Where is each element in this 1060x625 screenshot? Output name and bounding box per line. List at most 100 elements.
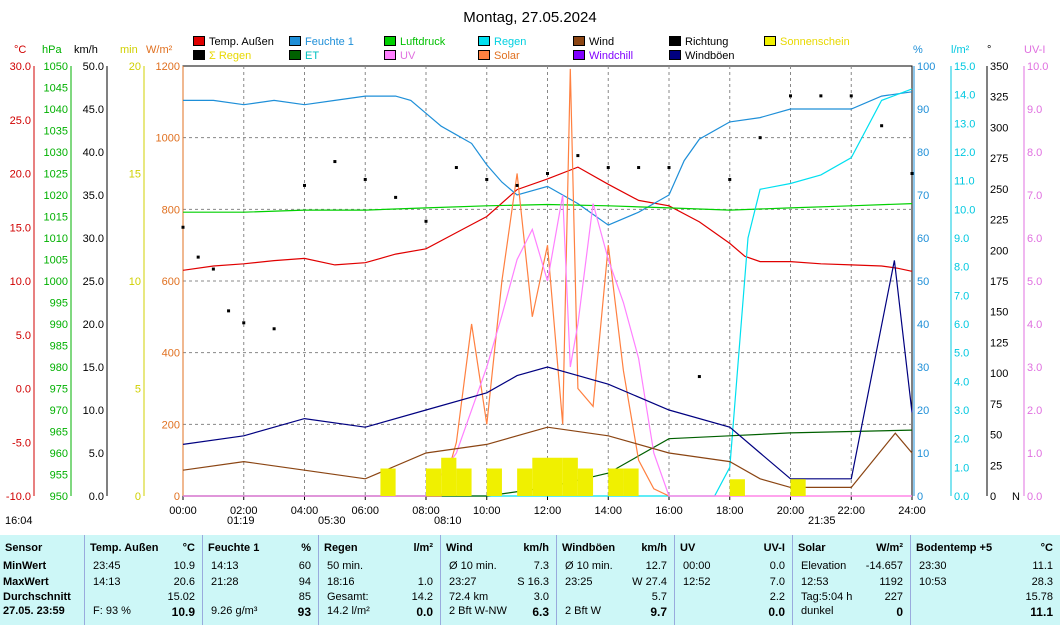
y-tick-label: 40.0: [83, 147, 104, 159]
y-tick-label: 13.0: [954, 118, 975, 130]
axis-unit-label: UV-I: [1024, 44, 1046, 56]
chart-axes: 00:00 02:00 04:00 06:00 08:00 10:00 12:00 14:00…: [6, 61, 1049, 517]
axis-unit-label: km/h: [74, 44, 98, 56]
data-point: [181, 225, 185, 229]
legend-swatch: [384, 50, 396, 60]
sunshine-bar: [456, 468, 472, 496]
summary-cell-label: 12:52: [683, 576, 711, 588]
summary-header: UV: [680, 542, 696, 554]
sunrise-time: 01:19: [227, 515, 255, 527]
legend-swatch: [478, 36, 490, 46]
y-tick-label: 70: [917, 190, 929, 202]
data-point: [849, 94, 853, 98]
y-tick-label: 1.0: [954, 462, 969, 474]
series-regen: [183, 88, 913, 497]
y-tick-label: 25.0: [10, 115, 31, 127]
data-point: [576, 154, 580, 158]
data-point: [363, 177, 367, 181]
y-tick-label: 0.0: [89, 491, 104, 503]
legend-swatch: [764, 36, 776, 46]
y-tick-label: 1035: [44, 126, 68, 138]
chart-title: Montag, 27.05.2024: [463, 9, 597, 26]
y-tick-label: 0.0: [1027, 491, 1042, 503]
series-wind: [182, 426, 913, 488]
series-temp-au-en: [182, 166, 913, 272]
y-tick-label: 5.0: [954, 348, 969, 360]
y-tick-label: 90: [917, 104, 929, 116]
legend-label: Regen: [494, 36, 527, 48]
data-point: [303, 183, 306, 187]
summary-cell-value: 0.0: [768, 605, 785, 619]
legend-label: Luftdruck: [400, 36, 446, 48]
data-point: [758, 136, 762, 140]
y-tick-label: 2.0: [1027, 405, 1042, 417]
data-point: [880, 124, 884, 128]
legend-label: ET: [305, 50, 320, 62]
legend-label: Sonnenschein: [780, 36, 850, 48]
y-tick-label: 3.0: [1027, 362, 1042, 374]
summary-cell-value: 93: [297, 605, 311, 619]
y-tick-label: 995: [50, 298, 68, 310]
legend-label: UV: [400, 50, 416, 62]
legend-item: ET: [289, 50, 319, 62]
summary-cell-value: 5.7: [651, 591, 667, 603]
summary-header: Solar: [798, 542, 826, 554]
y-tick-label: 5.0: [89, 448, 104, 460]
data-point: [394, 195, 398, 199]
x-tick-label: 16:00: [655, 505, 683, 517]
summary-header: Sensor: [5, 542, 43, 554]
series-line: [183, 68, 912, 497]
summary-header: Feuchte 1: [208, 542, 260, 554]
y-tick-label: 9.0: [954, 233, 969, 245]
y-tick-label: 10.0: [83, 405, 104, 417]
series-sonnenschein: [380, 457, 806, 496]
y-tick-label: 60: [917, 233, 929, 245]
y-tick-label: -5.0: [12, 437, 31, 449]
summary-cell-value: 0.0: [769, 560, 785, 572]
legend-swatch: [289, 50, 301, 60]
summary-cell-label: 14.2 l/m²: [327, 605, 370, 617]
summary-cell-label: 12:53: [801, 576, 829, 588]
summary-header: Temp. Außen: [90, 542, 159, 554]
y-tick-label: 100: [917, 61, 935, 73]
legend-label: Feuchte 1: [305, 36, 354, 48]
y-tick-label: 75: [990, 399, 1002, 411]
summary-column: Bodentemp +5 °C 23:30 11.1 10:53 28.3 15.78 11.…: [910, 535, 1060, 625]
y-tick-label: 1015: [44, 212, 68, 224]
summary-row-label: MinWert: [3, 560, 47, 572]
summary-header: Regen: [324, 542, 358, 554]
y-tick-label: 11.0: [954, 176, 975, 188]
y-tick-label: 800: [162, 204, 180, 216]
legend-label: Wind: [589, 36, 615, 48]
data-point: [272, 327, 276, 331]
y-tick-label: 7.0: [954, 290, 969, 302]
x-tick-label: 20:00: [777, 505, 805, 517]
summary-cell-value: 3.0: [533, 591, 549, 603]
y-tick-label: 970: [50, 405, 68, 417]
y-tick-label: 5: [135, 384, 141, 396]
y-tick-label: 30.0: [83, 233, 104, 245]
sunshine-bar: [517, 468, 533, 496]
x-tick-label: 18:00: [716, 505, 744, 517]
data-point: [697, 375, 701, 379]
y-tick-label: 985: [50, 341, 68, 353]
summary-column: Regen l/m² 50 min. 18:16 1.0 Gesamt: 14.2 14.2 …: [318, 535, 441, 625]
data-point: [333, 160, 337, 164]
y-tick-label: 0.0: [954, 491, 969, 503]
summary-cell-value: 10.9: [171, 605, 195, 619]
data-point: [728, 177, 732, 181]
y-tick-label: 1000: [44, 276, 68, 288]
y-tick-label: 1045: [44, 83, 68, 95]
series-line: [183, 203, 913, 213]
summary-unit: °C: [1040, 542, 1053, 554]
axis-unit-label: min: [120, 44, 138, 56]
sunshine-bar: [380, 468, 396, 496]
summary-cell-label: 14:13: [93, 576, 121, 588]
series-line: [183, 88, 913, 497]
y-tick-label: 960: [50, 448, 68, 460]
x-tick-label: 02:00: [230, 505, 258, 517]
summary-cell-value: 11.1: [1030, 605, 1053, 619]
summary-cell-value: 2.2: [769, 591, 785, 603]
y-tick-label: 80: [917, 147, 929, 159]
y-tick-label: 125: [990, 337, 1008, 349]
